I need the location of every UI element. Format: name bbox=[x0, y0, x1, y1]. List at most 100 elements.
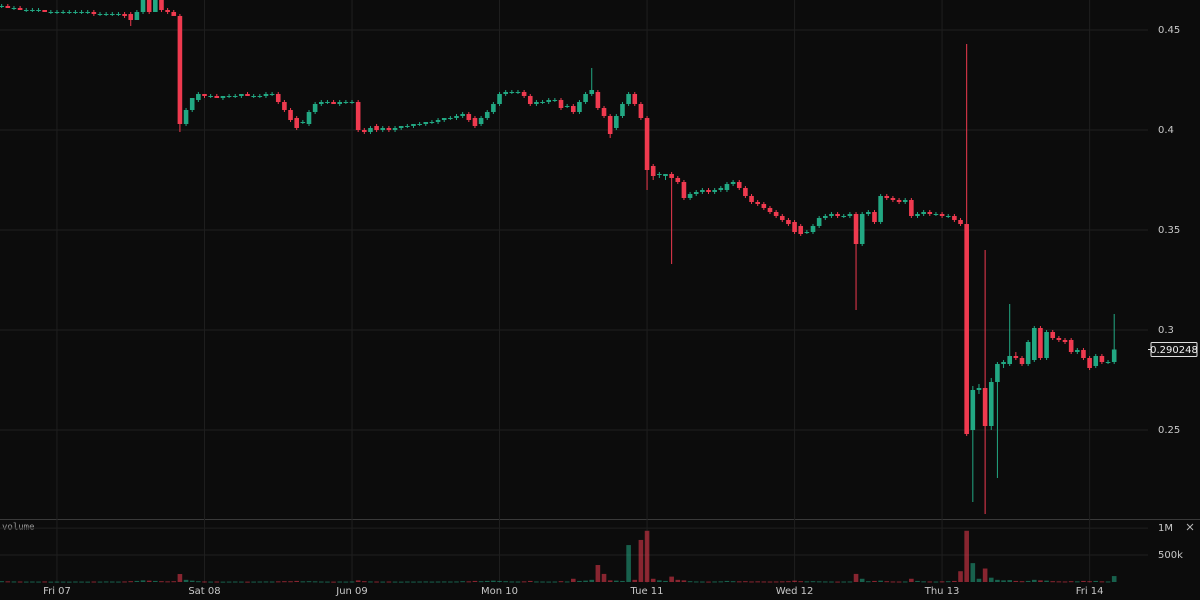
candle-body bbox=[1093, 356, 1099, 366]
volume-bar bbox=[700, 581, 705, 583]
candle-body bbox=[282, 102, 287, 110]
candle-body bbox=[337, 102, 343, 104]
candle-body bbox=[970, 390, 976, 430]
candle-body bbox=[718, 188, 724, 190]
candle-body bbox=[1099, 356, 1105, 362]
candle-body bbox=[355, 102, 361, 130]
volume-bar bbox=[159, 581, 164, 583]
candle-body bbox=[103, 14, 109, 15]
volume-bar bbox=[202, 581, 207, 583]
volume-bar bbox=[36, 581, 41, 583]
candle-body bbox=[189, 98, 195, 110]
candle-body bbox=[54, 12, 60, 13]
candle-body bbox=[306, 112, 312, 124]
volume-bar bbox=[245, 581, 250, 583]
candle-body bbox=[1044, 332, 1049, 358]
volume-bar bbox=[478, 581, 484, 583]
volume-bar bbox=[417, 581, 422, 583]
volume-bar bbox=[601, 573, 607, 582]
volume-bar bbox=[66, 581, 72, 583]
volume-bar bbox=[546, 581, 552, 583]
volume-bar bbox=[534, 581, 539, 583]
candle-body bbox=[638, 104, 644, 118]
candle-body bbox=[294, 118, 299, 128]
volume-bar bbox=[491, 580, 496, 582]
volume-bar bbox=[1081, 580, 1086, 582]
volume-bar bbox=[220, 581, 226, 583]
volume-bar bbox=[1025, 580, 1031, 582]
volume-bar bbox=[282, 581, 287, 583]
volume-bar bbox=[577, 580, 582, 582]
volume-bar bbox=[669, 576, 674, 582]
volume-bar bbox=[472, 580, 478, 582]
candle-body bbox=[595, 92, 601, 108]
volume-bar bbox=[558, 581, 564, 583]
volume-bar bbox=[134, 580, 140, 582]
volume-bar bbox=[595, 565, 601, 582]
candle-body bbox=[73, 12, 78, 13]
candle-body bbox=[128, 14, 134, 20]
candle-body bbox=[325, 102, 330, 103]
volume-bar bbox=[749, 581, 754, 583]
volume-bar bbox=[583, 580, 588, 582]
candle-body bbox=[472, 118, 478, 126]
candle-body bbox=[706, 190, 711, 192]
candle-body bbox=[521, 92, 527, 96]
volume-bar bbox=[386, 581, 392, 583]
volume-bar bbox=[484, 580, 490, 582]
volume-bar bbox=[85, 581, 91, 583]
candle-body bbox=[97, 14, 103, 15]
candle-body bbox=[30, 10, 35, 11]
candle-body bbox=[945, 216, 951, 217]
candle-body bbox=[730, 182, 736, 184]
x-tick-label: Thu 13 bbox=[924, 586, 960, 597]
volume-bar bbox=[773, 581, 779, 583]
candle-body bbox=[761, 204, 767, 208]
candle-body bbox=[1013, 356, 1019, 358]
candle-body bbox=[853, 214, 859, 244]
close-pane-icon[interactable] bbox=[1186, 523, 1194, 531]
candle-body bbox=[823, 216, 828, 218]
x-tick-label: Tue 11 bbox=[630, 586, 664, 597]
y-tick-label: 0.25 bbox=[1158, 425, 1180, 436]
candle-body bbox=[786, 220, 791, 224]
candle-body bbox=[146, 0, 152, 12]
volume-bar bbox=[1038, 580, 1043, 582]
candle-body bbox=[417, 124, 422, 125]
y-tick-label: 0.3 bbox=[1158, 325, 1174, 336]
volume-bar bbox=[318, 581, 324, 583]
candle-body bbox=[423, 122, 429, 124]
candle-body bbox=[872, 212, 877, 222]
volume-bar bbox=[257, 581, 263, 583]
volume-bar bbox=[644, 530, 650, 582]
volume-bar bbox=[1093, 580, 1099, 582]
candle-body bbox=[497, 94, 502, 104]
volume-bar bbox=[1031, 579, 1037, 582]
volume-bar bbox=[5, 581, 11, 583]
volume-bar bbox=[392, 581, 398, 583]
candle-body bbox=[466, 114, 472, 120]
candle-body bbox=[159, 0, 164, 10]
candle-body bbox=[91, 12, 97, 14]
volume-bar bbox=[349, 581, 355, 583]
volume-bar bbox=[681, 580, 687, 582]
candle-body bbox=[269, 94, 275, 95]
close-icon-stroke bbox=[1186, 523, 1194, 531]
volume-bar bbox=[798, 581, 804, 583]
candle-body bbox=[540, 102, 545, 103]
candle-body bbox=[564, 106, 570, 107]
x-tick-label: Fri 14 bbox=[1076, 586, 1104, 597]
volume-bar bbox=[816, 581, 822, 583]
candle-body bbox=[687, 194, 693, 198]
volume-bar bbox=[429, 581, 435, 583]
candle-body bbox=[669, 174, 674, 178]
candle-body bbox=[1038, 328, 1043, 358]
volume-bar bbox=[146, 580, 152, 582]
volume-bar bbox=[663, 580, 668, 582]
x-tick-label: Mon 10 bbox=[481, 586, 518, 597]
volume-bar bbox=[60, 581, 66, 583]
candle-body bbox=[177, 16, 183, 124]
candle-body bbox=[804, 232, 810, 233]
